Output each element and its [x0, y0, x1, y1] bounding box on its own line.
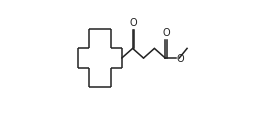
Text: O: O	[162, 27, 170, 38]
Text: O: O	[176, 54, 184, 64]
Text: O: O	[130, 18, 137, 28]
